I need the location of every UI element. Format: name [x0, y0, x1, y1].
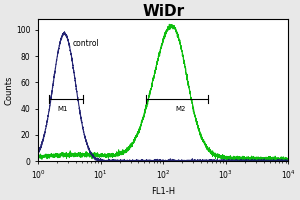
X-axis label: FL1-H: FL1-H — [151, 187, 175, 196]
Text: M1: M1 — [58, 106, 68, 112]
Text: M2: M2 — [175, 106, 185, 112]
Text: control: control — [73, 39, 99, 48]
Title: WiDr: WiDr — [142, 4, 184, 19]
Y-axis label: Counts: Counts — [4, 76, 13, 105]
